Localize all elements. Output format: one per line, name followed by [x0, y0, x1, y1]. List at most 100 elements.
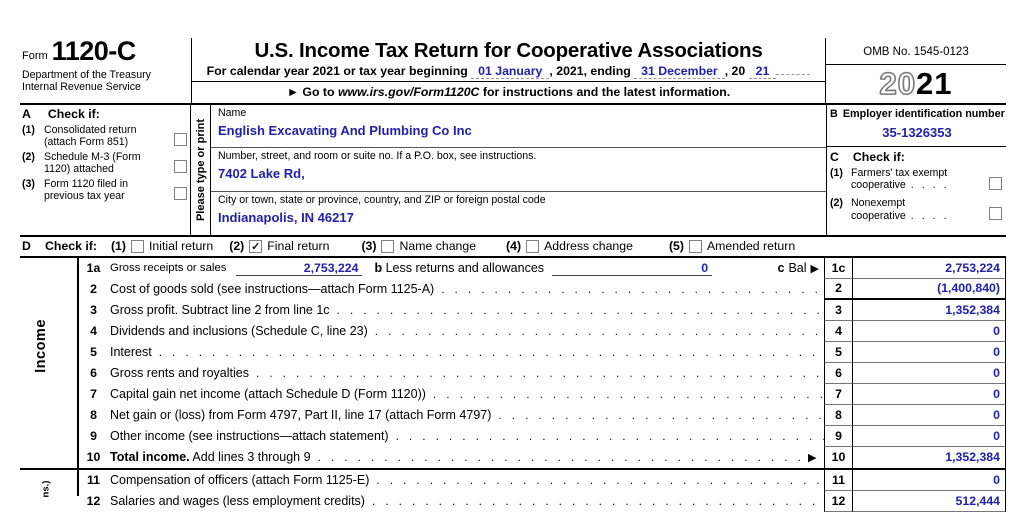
line-1a-label: Gross receipts or sales: [110, 262, 227, 274]
line-ref: 6: [824, 362, 853, 384]
type-or-print-strip: Please type or print: [191, 104, 211, 235]
dot-leaders: ........................................…: [432, 387, 824, 401]
gross-receipts-field[interactable]: 2,753,224: [236, 261, 363, 276]
line-number: 8: [90, 408, 97, 422]
dot-leaders: ........................................…: [395, 429, 824, 443]
line-amount-field[interactable]: 0: [853, 425, 1006, 447]
checkbox-nonexempt[interactable]: [989, 207, 1002, 221]
bal-label: Bal: [788, 261, 807, 275]
box-a-item-label: Consolidated return (attach Form 851): [44, 123, 137, 148]
tax-year-suffix-field[interactable]: 21: [748, 64, 777, 79]
checkbox-amended-return[interactable]: [688, 239, 702, 253]
tax-year-end-field[interactable]: 31 December: [634, 64, 725, 79]
city-label: City or town, state or province, country…: [218, 193, 546, 206]
box-a-item-label: Schedule M-3 (Form 1120) attached: [44, 150, 141, 175]
line-description: Capital gain net income (attach Schedule…: [110, 387, 426, 401]
checkbox-final-return[interactable]: ✓: [249, 239, 263, 253]
dot-leaders: ........................................…: [158, 345, 824, 359]
checkbox-form-1120-filed-in[interactable]: [174, 186, 187, 200]
line-ref: 3: [824, 299, 853, 321]
box-c-title: Check if:: [852, 149, 905, 164]
box-a: A Check if: (1) Consolidated return (attac…: [20, 104, 191, 235]
type-or-print-label: Please type or print: [194, 118, 207, 221]
checkbox-consolidated-return[interactable]: [174, 132, 187, 146]
less-returns-field[interactable]: 0: [552, 261, 713, 276]
line-1b-letter: b: [374, 261, 383, 275]
line-amount-field[interactable]: 0: [853, 404, 1006, 426]
row-d-item-label: Address change: [544, 239, 633, 253]
less-returns-label: Less returns and allowances: [385, 261, 545, 275]
row-d-item-number: (1): [110, 239, 126, 253]
line-1b-label: b Less returns and allowances: [374, 261, 544, 275]
checkbox-name-change[interactable]: [381, 239, 395, 253]
line-amount-field[interactable]: 0: [853, 469, 1006, 491]
table-left-border: [77, 257, 79, 496]
row-d-item: (3) Name change: [361, 239, 476, 253]
ein-field[interactable]: 35-1326353: [882, 124, 952, 140]
line-amount-field[interactable]: (1,400,840): [853, 278, 1006, 300]
city-row: City or town, state or province, country…: [211, 192, 826, 235]
goto-line: ► Go to www.irs.gov/Form1120C for instru…: [192, 81, 825, 99]
deductions-section-label-fragment: ns.): [40, 480, 52, 497]
row-d-item: (4) Address change: [506, 239, 633, 253]
name-row: Name English Excavating And Plumbing Co …: [211, 105, 826, 149]
line-1c-amount-field[interactable]: 2,753,224: [853, 257, 1006, 279]
checkbox-schedule-m-3-form[interactable]: [174, 159, 187, 173]
checkbox-farmers-tax-exempt[interactable]: [989, 176, 1002, 190]
omb-number: OMB No. 1545-0123: [863, 46, 969, 58]
box-b-letter: B: [830, 107, 838, 120]
row-d-letter: D: [22, 239, 31, 253]
name-field[interactable]: English Excavating And Plumbing Co Inc: [218, 122, 472, 138]
agency-line-2: Internal Revenue Service: [22, 81, 141, 94]
box-a-item-number: (3): [22, 177, 35, 190]
agency-line-1: Department of the Treasury: [22, 68, 151, 81]
box-b-title: Employer identification number: [842, 107, 1005, 120]
box-c-item: (2) Nonexempt cooperative....: [830, 197, 1002, 222]
line-amount-field[interactable]: 1,352,384: [853, 446, 1006, 468]
line-number: 10: [86, 450, 101, 464]
line-number: 9: [90, 429, 97, 443]
line-amount-field[interactable]: 0: [853, 383, 1006, 405]
tax-year-begin-field[interactable]: 01 January: [471, 64, 550, 79]
calendar-year-line: For calendar year 2021 or tax year begin…: [192, 64, 825, 79]
dot-leaders: ........................................…: [371, 494, 824, 508]
entity-block: Name English Excavating And Plumbing Co …: [211, 105, 826, 235]
dashed-rule: [776, 74, 811, 75]
irs-url: www.irs.gov/Form1120C: [337, 85, 480, 99]
checkbox-initial-return[interactable]: [130, 239, 144, 253]
line-ref: 7: [824, 383, 853, 405]
line-number: 5: [90, 345, 97, 359]
line-number: 12: [86, 494, 101, 508]
line-amount-field[interactable]: 0: [853, 341, 1006, 363]
box-b-c: B Employer identification number 35-1326…: [826, 104, 1006, 235]
right-arrow-icon: ▶: [810, 262, 819, 275]
line-amount-field[interactable]: 0: [853, 362, 1006, 384]
line-ref: 11: [824, 469, 853, 491]
row-d-title: Check if:: [45, 239, 97, 253]
dot-leaders: ........................................…: [336, 303, 824, 317]
form-title-block: U.S. Income Tax Return for Cooperative A…: [191, 38, 826, 103]
box-a-item: (1) Consolidated return (attach Form 851): [22, 124, 187, 148]
line-description: Total income. Add lines 3 through 9: [110, 450, 311, 464]
line-number: 3: [90, 303, 97, 317]
calendar-mid: , 2021, ending: [549, 64, 631, 78]
line-amount-field[interactable]: 1,352,384: [853, 299, 1006, 321]
row-d-item: (5) Amended return: [669, 239, 795, 253]
line-ref: 10: [824, 446, 853, 468]
right-arrow-icon: ▶: [808, 451, 817, 464]
form-number: 1120-C: [51, 36, 137, 66]
income-line-5: 5 Interest...............................…: [20, 341, 1006, 363]
dot-leaders: ........................................…: [255, 366, 824, 380]
row-d-item-label: Amended return: [706, 239, 796, 253]
goto-post: for instructions and the latest informat…: [482, 85, 731, 99]
box-c-letter: C: [830, 149, 839, 164]
line-amount-field[interactable]: 0: [853, 320, 1006, 342]
city-field[interactable]: Indianapolis, IN 46217: [218, 209, 354, 225]
row-d-item-label: Final return: [267, 239, 330, 253]
box-a-item-number: (2): [22, 150, 35, 163]
year-solid: 21: [916, 66, 953, 101]
dot-leaders: ........................................…: [441, 282, 824, 296]
form-1120c: Form 1120-C Department of the Treasury I…: [20, 38, 1006, 512]
street-field[interactable]: 7402 Lake Rd,: [218, 166, 305, 182]
checkbox-address-change[interactable]: [526, 239, 540, 253]
